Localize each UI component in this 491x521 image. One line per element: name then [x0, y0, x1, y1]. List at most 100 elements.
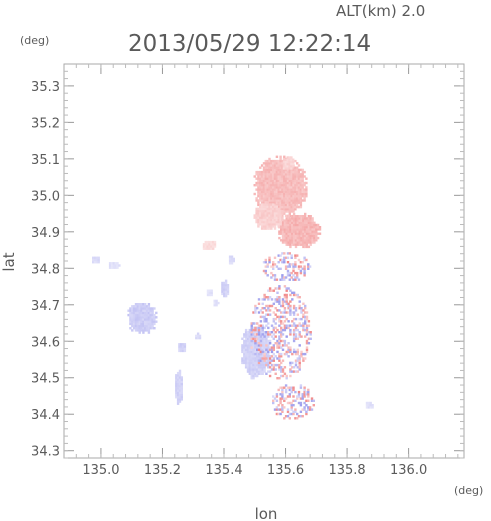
- echo-cell: [304, 228, 307, 231]
- echo-cell: [300, 309, 303, 312]
- echo-cell: [281, 221, 285, 224]
- echo-cell: [129, 307, 132, 310]
- echo-cell: [178, 380, 182, 384]
- echo-cell: [273, 170, 277, 174]
- echo-cell: [279, 164, 282, 167]
- echo-cell: [278, 302, 281, 305]
- echo-cell: [303, 190, 306, 193]
- echo-cell: [259, 170, 262, 174]
- echo-cell: [278, 335, 281, 338]
- echo-cell: [176, 391, 180, 394]
- echo-cell: [260, 186, 264, 189]
- echo-cell: [313, 232, 316, 235]
- echo-cell: [290, 188, 293, 191]
- echo-cell: [178, 393, 182, 397]
- echo-cell: [305, 186, 308, 189]
- echo-cell: [267, 361, 270, 365]
- echo-cell: [257, 350, 261, 354]
- echo-cell: [313, 221, 316, 224]
- echo-cell: [297, 267, 301, 270]
- y-tick-label: 34.6: [31, 335, 60, 350]
- echo-cell: [281, 209, 284, 213]
- echo-cell: [296, 188, 299, 191]
- echo-cell: [301, 192, 304, 196]
- echo-cell: [311, 239, 314, 242]
- echo-cell: [294, 333, 298, 336]
- echo-cell: [138, 318, 141, 321]
- echo-cell: [299, 199, 303, 202]
- echo-cell: [272, 201, 275, 204]
- echo-cell: [291, 324, 294, 327]
- echo-cell: [272, 267, 275, 270]
- echo-cell: [303, 256, 306, 259]
- echo-cell: [272, 395, 275, 398]
- echo-cell: [307, 408, 310, 411]
- echo-cell: [301, 261, 304, 264]
- echo-cell: [264, 212, 267, 215]
- echo-cell: [301, 188, 304, 191]
- echo-cell: [134, 303, 138, 306]
- echo-cell: [304, 357, 307, 360]
- echo-cell: [257, 199, 260, 202]
- echo-cell: [246, 342, 250, 345]
- echo-cell: [279, 155, 282, 158]
- echo-cell: [281, 208, 284, 211]
- echo-cell: [223, 292, 226, 296]
- echo-cell: [286, 261, 290, 264]
- echo-cell: [257, 342, 261, 345]
- echo-cell: [275, 164, 279, 167]
- echo-cell: [307, 236, 311, 240]
- echo-cell: [275, 201, 279, 204]
- echo-cell: [144, 311, 147, 315]
- echo-cell: [291, 311, 294, 314]
- echo-cell: [202, 245, 206, 248]
- echo-cell: [280, 226, 283, 229]
- echo-cell: [221, 292, 224, 296]
- echo-cell: [232, 257, 235, 261]
- echo-cell: [307, 388, 310, 392]
- echo-cell: [315, 232, 318, 235]
- echo-cell: [292, 188, 295, 191]
- echo-cell: [268, 342, 272, 345]
- echo-cell: [204, 247, 207, 250]
- echo-cell: [264, 179, 267, 182]
- echo-cell: [255, 212, 258, 215]
- echo-cell: [310, 408, 314, 411]
- echo-cell: [304, 217, 307, 220]
- echo-cell: [263, 326, 266, 330]
- echo-cell: [270, 346, 274, 349]
- echo-cell: [272, 199, 275, 202]
- echo-cell: [206, 289, 210, 292]
- echo-cell: [300, 311, 303, 314]
- echo-cell: [248, 339, 251, 343]
- echo-cell: [291, 219, 294, 222]
- echo-cell: [260, 209, 264, 213]
- echo-cell: [259, 190, 262, 193]
- echo-cell: [277, 192, 280, 196]
- echo-cell: [296, 166, 299, 169]
- echo-cell: [281, 344, 285, 347]
- echo-cell: [140, 303, 143, 306]
- echo-cell: [273, 263, 277, 266]
- echo-cell: [206, 240, 209, 244]
- echo-cell: [292, 168, 295, 172]
- echo-cell: [279, 216, 282, 219]
- echo-cell: [155, 320, 158, 323]
- echo-cell: [298, 363, 301, 367]
- echo-cell: [294, 175, 297, 178]
- echo-cell: [257, 203, 260, 207]
- echo-cell: [270, 168, 273, 172]
- echo-cell: [175, 385, 178, 388]
- echo-cell: [136, 303, 139, 306]
- echo-cell: [296, 395, 299, 398]
- echo-cell: [288, 393, 291, 396]
- echo-cell: [259, 218, 262, 222]
- echo-cell: [268, 192, 271, 196]
- echo-cell: [142, 303, 145, 306]
- echo-cell: [140, 316, 143, 319]
- echo-cell: [254, 322, 257, 325]
- echo-cell: [116, 264, 119, 267]
- echo-cell: [290, 165, 293, 168]
- echo-cell: [145, 318, 149, 321]
- echo-cell: [296, 236, 299, 240]
